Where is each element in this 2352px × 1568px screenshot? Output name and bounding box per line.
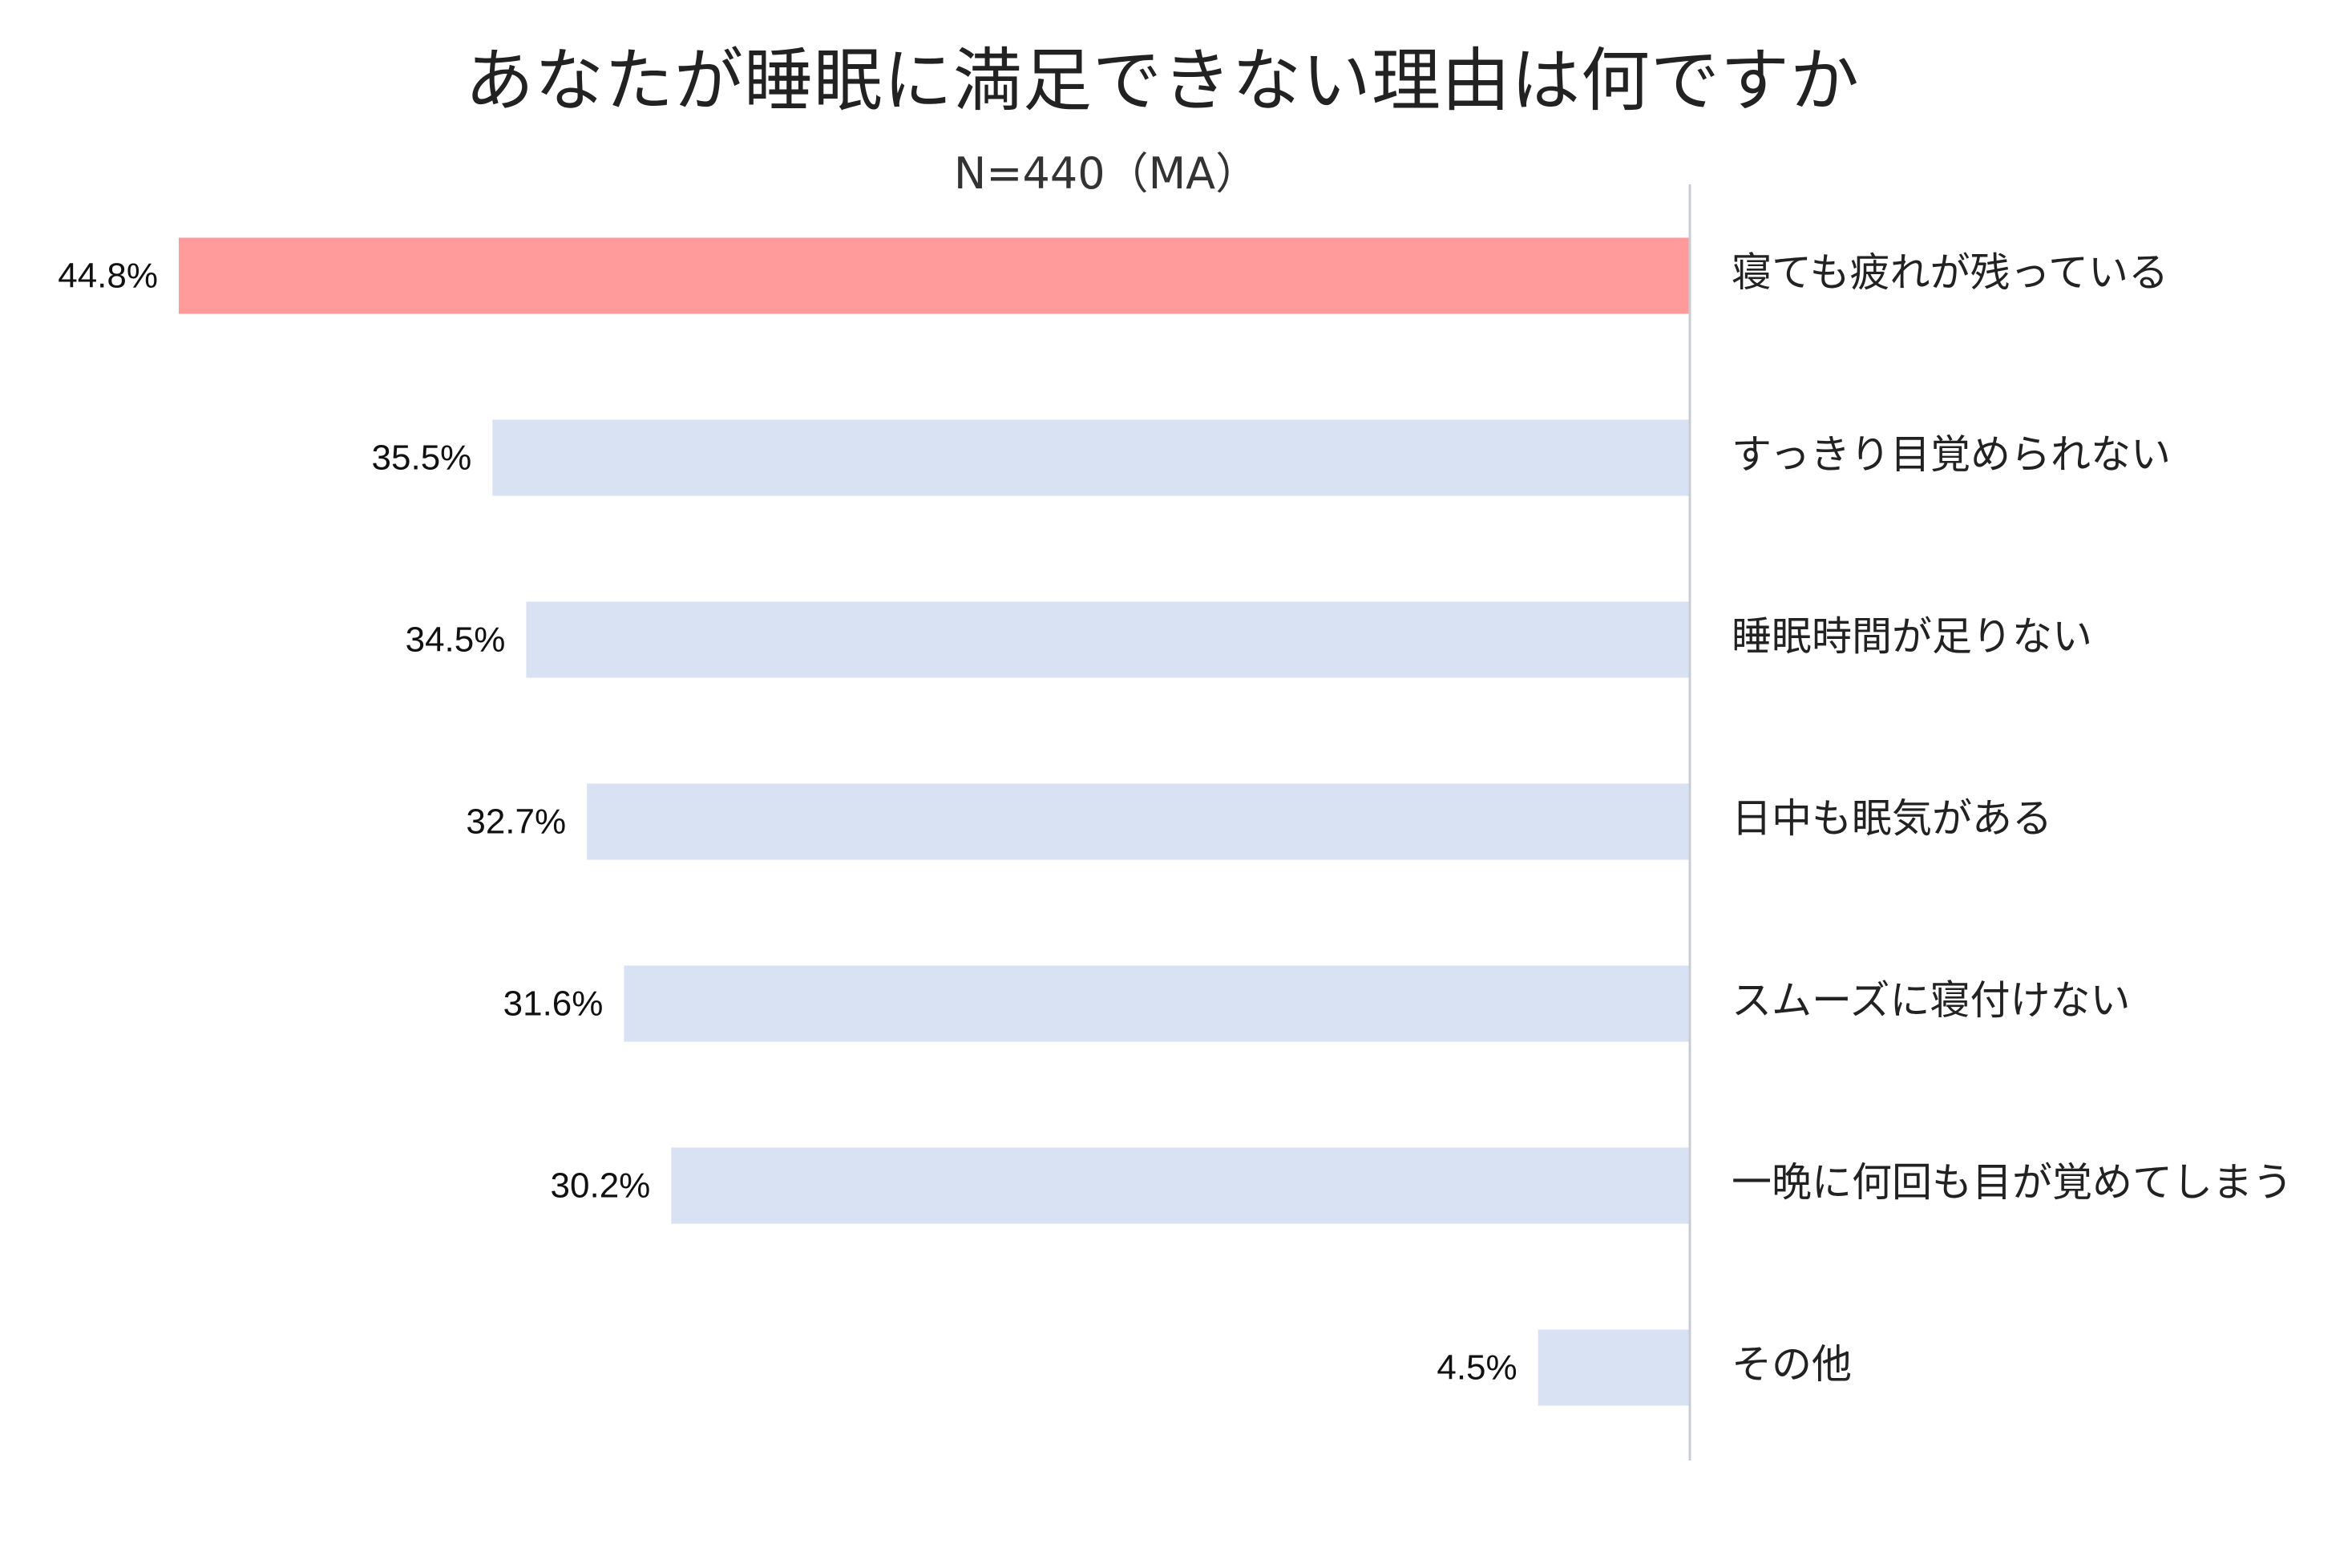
value-label-4: 32.7% [466,802,566,842]
category-label-4: 日中も眠気がある [1732,795,2052,842]
bars-group [179,237,1690,1406]
category-label-7: その他 [1732,1341,1852,1388]
bar-2 [492,419,1690,496]
value-labels-group: 44.8% 35.5% 34.5% 32.7% 31.6% 30.2% 4.5% [58,257,1517,1388]
category-label-1: 寝ても疲れが残っている [1732,249,2168,296]
category-labels-group: 寝ても疲れが残っているすっきり目覚められない睡眠時間が足りない日中も眠気があるス… [1732,249,2293,1388]
value-label-5: 31.6% [503,984,604,1024]
bar-5 [624,965,1690,1042]
chart-subtitle: N=440（MA） [953,148,1259,199]
value-label-6: 30.2% [551,1166,651,1206]
value-label-2: 35.5% [372,438,472,478]
bar-1 [179,237,1690,314]
value-label-1: 44.8% [58,257,158,296]
value-label-3: 34.5% [406,620,506,660]
bar-3 [526,601,1690,678]
bar-4 [587,783,1690,860]
bar-6 [671,1147,1690,1224]
category-label-3: 睡眠時間が足りない [1732,613,2092,660]
value-label-7: 4.5% [1437,1348,1517,1388]
category-label-5: スムーズに寝付けない [1732,977,2131,1024]
category-label-2: すっきり目覚められない [1732,431,2171,478]
bar-7 [1538,1329,1690,1406]
chart-title: あなたが睡眠に満足できない理由は何ですか [465,41,1860,121]
category-label-6: 一晩に何回も目が覚めてしまう [1732,1159,2293,1206]
